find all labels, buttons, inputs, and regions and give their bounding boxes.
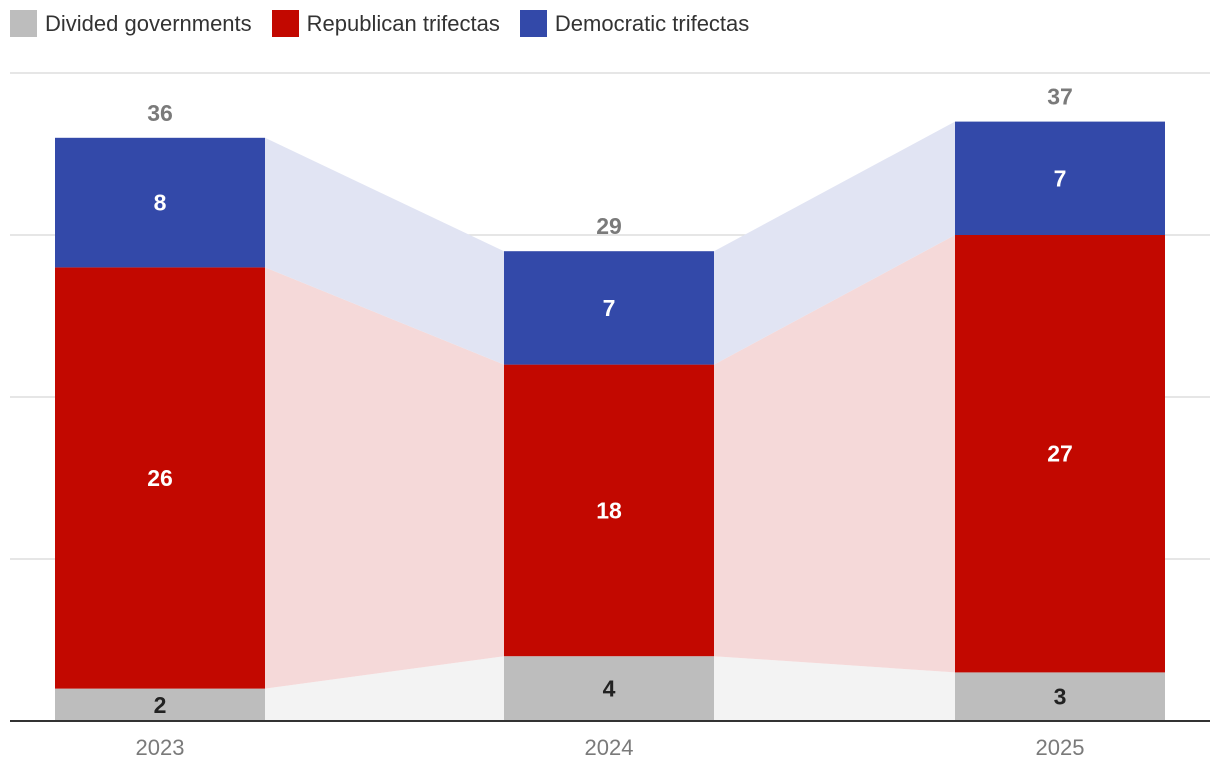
bar-republican-2023 — [55, 267, 265, 689]
connector-bands — [265, 121, 955, 721]
label-democratic-2024: 7 — [603, 295, 616, 321]
x-tick-label-2023: 2023 — [136, 735, 185, 760]
bar-divided-2025 — [955, 672, 1165, 721]
band-republican-2023-2024 — [265, 267, 504, 689]
bar-democratic-2025 — [955, 121, 1165, 235]
bar-republican-2025 — [955, 235, 1165, 673]
legend-label-divided: Divided governments — [45, 10, 252, 36]
bar-divided-2023 — [55, 688, 265, 721]
legend: Divided governments Republican trifectas… — [10, 10, 749, 37]
legend-item-divided: Divided governments — [10, 10, 252, 37]
label-democratic-2023: 8 — [154, 190, 167, 216]
label-divided-2024: 4 — [603, 676, 616, 702]
total-label-2023: 36 — [147, 100, 173, 126]
band-democratic-2024-2025 — [714, 121, 955, 365]
legend-item-democratic: Democratic trifectas — [519, 10, 750, 37]
x-tick-label-2025: 2025 — [1036, 735, 1085, 760]
legend-swatch-democratic — [519, 10, 547, 37]
x-axis: 2023 2024 2025 — [10, 720, 1210, 760]
total-label-2024: 29 — [596, 213, 622, 239]
bar-divided-2024 — [504, 656, 714, 721]
x-tick-label-2024: 2024 — [585, 735, 634, 760]
legend-swatch-republican — [271, 10, 299, 37]
bar-democratic-2023 — [55, 137, 265, 268]
bars — [55, 121, 1165, 721]
label-divided-2025: 3 — [1054, 684, 1067, 710]
bar-democratic-2024 — [504, 251, 714, 365]
band-divided-2023-2024 — [265, 656, 504, 721]
label-republican-2023: 26 — [147, 465, 173, 491]
label-republican-2025: 27 — [1047, 441, 1073, 467]
legend-item-republican: Republican trifectas — [271, 10, 500, 37]
legend-label-democratic: Democratic trifectas — [554, 10, 750, 36]
band-democratic-2023-2024 — [265, 137, 504, 365]
total-label-2025: 37 — [1047, 84, 1073, 110]
bar-republican-2024 — [504, 364, 714, 657]
band-republican-2024-2025 — [714, 235, 955, 673]
legend-swatch-divided — [10, 10, 37, 37]
legend-label-republican: Republican trifectas — [306, 10, 500, 36]
label-divided-2023: 2 — [154, 692, 167, 718]
data-labels: 2 26 8 36 4 18 7 29 3 27 7 37 — [147, 84, 1073, 718]
label-republican-2024: 18 — [596, 497, 622, 523]
band-divided-2024-2025 — [714, 656, 955, 721]
label-democratic-2025: 7 — [1054, 165, 1067, 191]
